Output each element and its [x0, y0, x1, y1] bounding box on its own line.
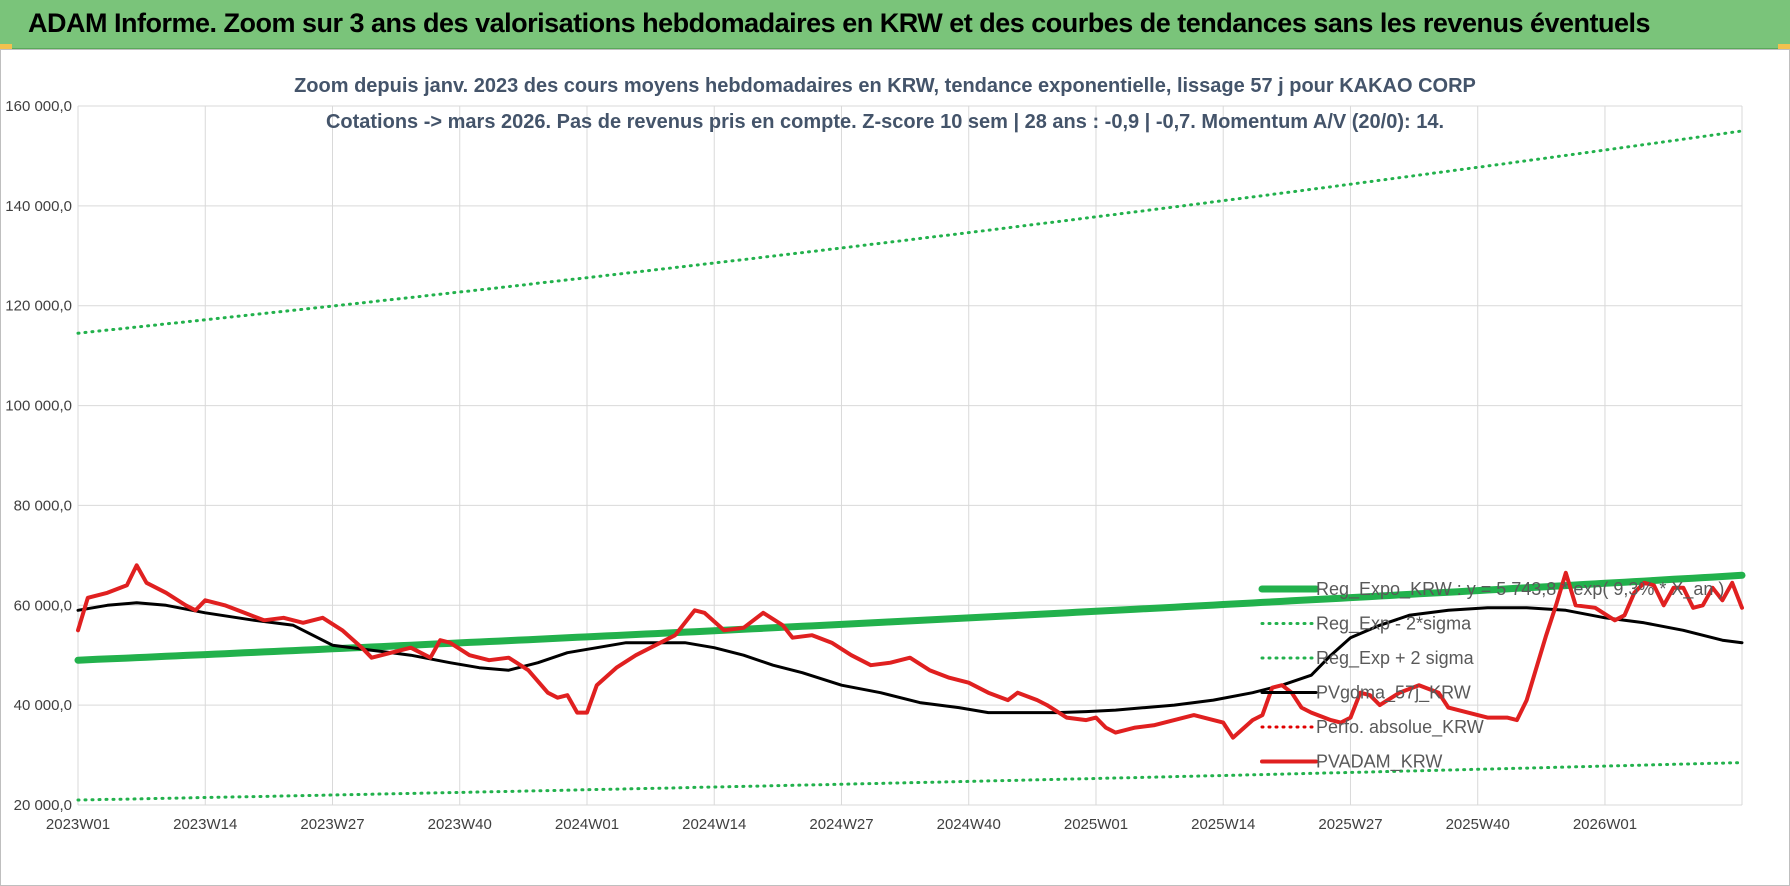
series-line-2: [76, 129, 1744, 335]
x-tick-label: 2025W01: [1064, 816, 1128, 833]
x-tick-label: 2026W01: [1573, 816, 1637, 833]
x-tick-label: 2025W27: [1318, 816, 1382, 833]
y-tick-label: 80 000,0: [14, 497, 72, 514]
y-tick-label: 160 000,0: [5, 98, 72, 115]
x-tick-label: 2024W27: [809, 816, 873, 833]
y-tick-label: 40 000,0: [14, 697, 72, 714]
legend-entry: Reg_Exp - 2*sigma: [1316, 614, 1472, 635]
y-tick-label: 120 000,0: [5, 298, 72, 315]
legend-entry: PVgdma_57j_KRW: [1316, 683, 1471, 704]
y-tick-label: 20 000,0: [14, 797, 72, 814]
chart-title-line1: Zoom depuis janv. 2023 des cours moyens …: [294, 75, 1476, 97]
series-line-3: [76, 601, 1744, 715]
x-tick-label: 2023W40: [428, 816, 492, 833]
x-tick-label: 2024W40: [937, 816, 1001, 833]
series-line-1: [76, 761, 1744, 802]
corner-marker-left: [0, 44, 12, 50]
chart-frame: [0, 49, 1790, 886]
banner-title: ADAM Informe. Zoom sur 3 ans des valoris…: [28, 8, 1651, 38]
x-tick-label: 2023W27: [300, 816, 364, 833]
series-layer: [74, 129, 1746, 802]
legend-entry: Reg_Exp + 2 sigma: [1316, 648, 1475, 669]
y-tick-label: 100 000,0: [5, 398, 72, 415]
corner-marker-right: [1778, 44, 1790, 50]
y-axis: 20 000,0 40 000,0 60 000,0 80 000,0 100 000,…: [5, 98, 72, 814]
legend-entry: Reg_Expo_KRW : y = 5 743,8 * exp( 9,3% *…: [1316, 579, 1724, 600]
y-tick-label: 140 000,0: [5, 198, 72, 215]
x-tick-label: 2023W01: [46, 816, 110, 833]
x-tick-label: 2023W14: [173, 816, 237, 833]
chart-title-line2: Cotations -> mars 2026. Pas de revenus p…: [326, 111, 1444, 133]
legend-entry: Perfo. absolue_KRW: [1316, 717, 1484, 738]
series-line-5: [76, 563, 1744, 740]
legend-entry: PVADAM_KRW: [1316, 752, 1442, 773]
report-banner: ADAM Informe. Zoom sur 3 ans des valoris…: [0, 0, 1790, 49]
x-tick-label: 2025W40: [1446, 816, 1510, 833]
y-tick-label: 60 000,0: [14, 597, 72, 614]
legend: Reg_Expo_KRW : y = 5 743,8 * exp( 9,3% *…: [1258, 579, 1724, 773]
x-tick-label: 2025W14: [1191, 816, 1255, 833]
x-tick-label: 2024W01: [555, 816, 619, 833]
grid-lines: [77, 105, 1743, 806]
x-axis: 2023W01 2023W14 2023W27 2023W40 2024W01 2024W…: [46, 816, 1637, 833]
x-tick-label: 2024W14: [682, 816, 746, 833]
